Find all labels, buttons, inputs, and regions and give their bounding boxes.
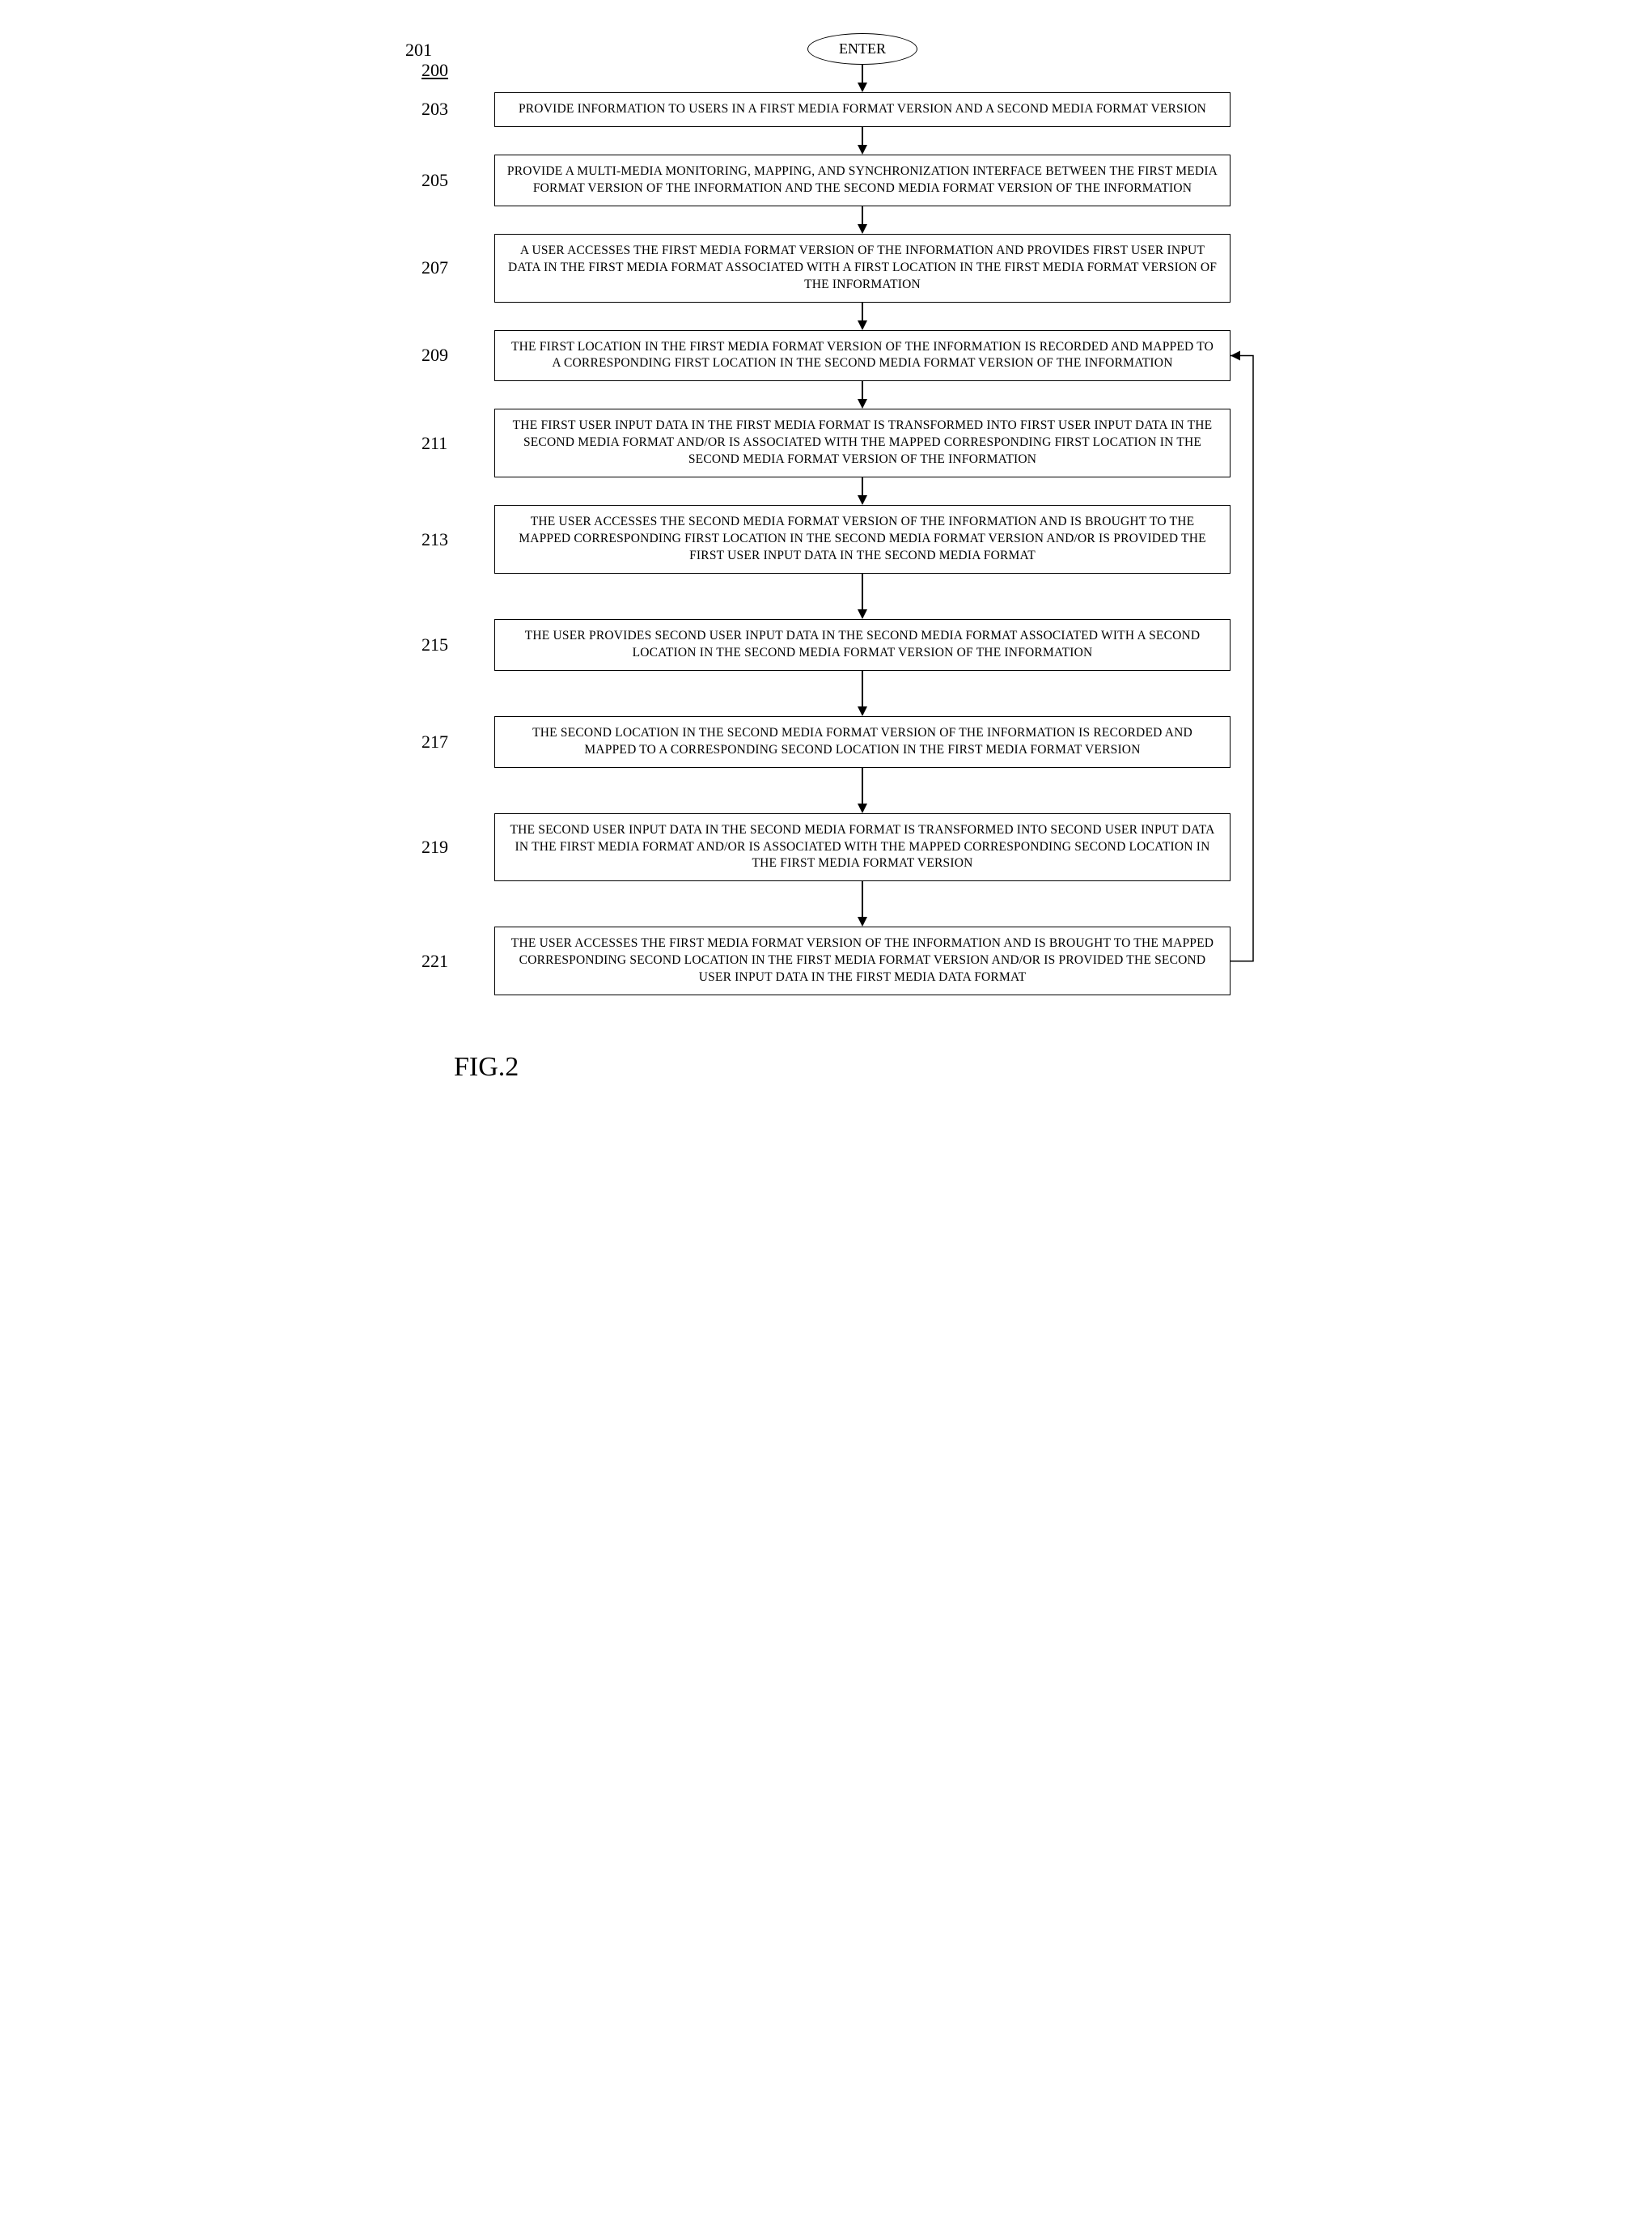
process-step: 207A USER ACCESSES THE FIRST MEDIA FORMA… [421,234,1231,303]
arrow [421,127,1231,155]
enter-row: 201 ENTER [421,32,1231,65]
step-ref-number: 215 [421,634,494,655]
step-box: PROVIDE A MULTI-MEDIA MONITORING, MAPPIN… [494,155,1231,206]
enter-label: ENTER [839,40,886,57]
step-ref-number: 213 [421,529,494,550]
process-step: 205PROVIDE A MULTI-MEDIA MONITORING, MAP… [421,155,1231,206]
arrow [421,206,1231,234]
step-ref-number: 219 [421,837,494,858]
arrow [421,881,1231,927]
process-step: 219THE SECOND USER INPUT DATA IN THE SEC… [421,813,1231,882]
process-step: 211THE FIRST USER INPUT DATA IN THE FIRS… [421,409,1231,477]
step-box: PROVIDE INFORMATION TO USERS IN A FIRST … [494,92,1231,127]
step-box: THE USER ACCESSES THE SECOND MEDIA FORMA… [494,505,1231,574]
arrow: 200 [421,65,1231,92]
enter-terminal: ENTER [807,33,917,65]
step-ref-number: 203 [421,99,494,120]
enter-ref-number: 201 [405,40,432,61]
process-step: 213THE USER ACCESSES THE SECOND MEDIA FO… [421,505,1231,574]
step-box: THE FIRST USER INPUT DATA IN THE FIRST M… [494,409,1231,477]
figure-ref-number: 200 [421,60,448,81]
step-box: THE USER PROVIDES SECOND USER INPUT DATA… [494,619,1231,671]
step-box: THE FIRST LOCATION IN THE FIRST MEDIA FO… [494,330,1231,382]
step-ref-number: 217 [421,732,494,753]
step-box: THE USER ACCESSES THE FIRST MEDIA FORMAT… [494,927,1231,995]
process-step: 215THE USER PROVIDES SECOND USER INPUT D… [421,619,1231,671]
arrow [421,574,1231,619]
process-step: 209THE FIRST LOCATION IN THE FIRST MEDIA… [421,330,1231,382]
step-box: THE SECOND USER INPUT DATA IN THE SECOND… [494,813,1231,882]
arrow [421,381,1231,409]
arrow [421,477,1231,505]
arrow [421,303,1231,330]
step-ref-number: 211 [421,433,494,454]
arrow [421,768,1231,813]
step-box: THE SECOND LOCATION IN THE SECOND MEDIA … [494,716,1231,768]
flowchart: 201 ENTER 200 203PROVIDE INFORMATION TO … [421,32,1231,995]
arrow [421,671,1231,716]
process-step: 217THE SECOND LOCATION IN THE SECOND MED… [421,716,1231,768]
step-ref-number: 221 [421,951,494,972]
process-step: 221THE USER ACCESSES THE FIRST MEDIA FOR… [421,927,1231,995]
step-ref-number: 205 [421,170,494,191]
process-step: 203PROVIDE INFORMATION TO USERS IN A FIR… [421,92,1231,127]
page: 201 ENTER 200 203PROVIDE INFORMATION TO … [421,32,1231,1083]
figure-label: FIG.2 [454,1052,1231,1083]
step-ref-number: 209 [421,345,494,366]
step-box: A USER ACCESSES THE FIRST MEDIA FORMAT V… [494,234,1231,303]
step-ref-number: 207 [421,257,494,278]
